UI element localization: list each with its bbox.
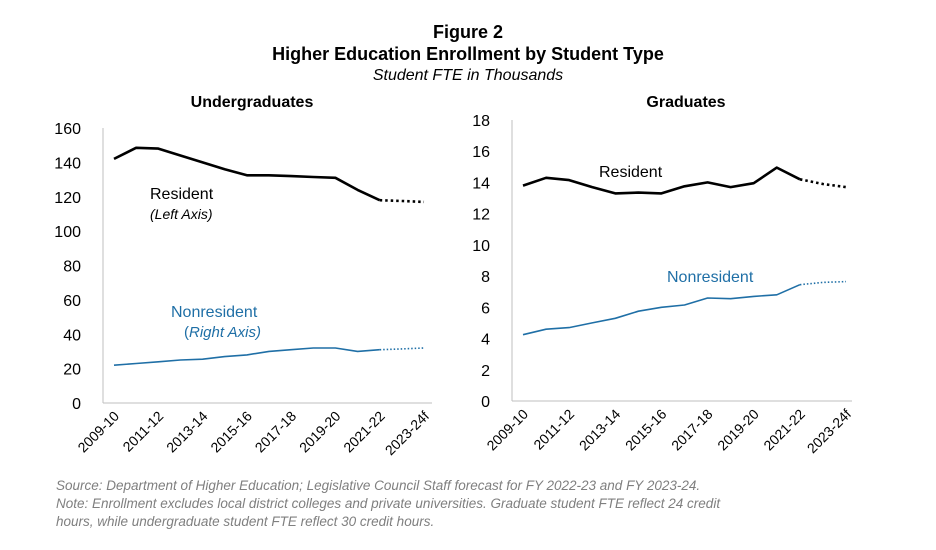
y-tick-label: 160: [54, 121, 81, 138]
x-tick-label: 2021-22: [760, 406, 808, 454]
x-tick-label: 2009-10: [483, 406, 531, 454]
forecast-line-nonresident: [379, 347, 425, 351]
y-tick-label: 120: [54, 190, 81, 207]
label-ug-nonresident: Nonresident: [171, 304, 258, 321]
chart-title-graduates: Graduates: [646, 94, 725, 111]
y-tick-label: 16: [472, 144, 490, 161]
x-tick-label: 2009-10: [74, 408, 122, 456]
y-tick-label: 80: [63, 259, 81, 276]
enrollment-note-line2: hours, while undergraduate student FTE r…: [56, 514, 434, 529]
y-tick-label: 0: [481, 394, 490, 411]
forecast-line-resident: [799, 178, 847, 189]
forecast-line-nonresident: [799, 280, 847, 286]
figure-subtitle: Student FTE in Thousands: [373, 67, 563, 84]
x-tick-label: 2013-14: [576, 406, 624, 454]
y-tick-label: 20: [63, 362, 81, 379]
forecast-line-resident: [379, 198, 425, 204]
x-tick-label: 2011-12: [119, 408, 166, 455]
y-tick-label: 140: [54, 155, 81, 172]
y-tick-label: 8: [481, 269, 490, 286]
series-line-nonresident: [522, 283, 801, 336]
series-line-resident: [113, 146, 381, 202]
label-ug-right-axis: (Right Axis): [184, 324, 261, 341]
y-tick-label: 60: [63, 293, 81, 310]
y-tick-label: 6: [481, 300, 490, 317]
x-tick-label: 2023-24f: [804, 406, 854, 456]
x-tick-label: 2011-12: [530, 406, 577, 453]
label-grad-resident: Resident: [599, 164, 663, 181]
source-note: Source: Department of Higher Education; …: [56, 478, 700, 493]
y-tick-label: 18: [472, 113, 490, 130]
label-ug-resident: Resident: [150, 186, 214, 203]
x-tick-label: 2015-16: [622, 406, 670, 454]
chart-title-undergraduates: Undergraduates: [191, 94, 314, 111]
series-line-nonresident: [113, 347, 380, 366]
x-tick-label: 2023-24f: [382, 408, 432, 458]
x-tick-label: 2019-20: [714, 406, 762, 454]
x-tick-label: 2019-20: [296, 408, 344, 456]
y-tick-label: 2: [481, 363, 490, 380]
label-grad-nonresident: Nonresident: [667, 269, 754, 286]
figure-title: Higher Education Enrollment by Student T…: [272, 44, 664, 64]
x-tick-label: 2021-22: [340, 408, 388, 456]
y-tick-label: 100: [54, 224, 81, 241]
series-line-resident: [522, 166, 801, 195]
figure-number: Figure 2: [433, 22, 503, 42]
label-ug-left-axis: (Left Axis): [150, 206, 213, 222]
y-tick-label: 0: [72, 396, 81, 413]
x-tick-label: 2017-18: [668, 406, 716, 454]
enrollment-note-line1: Note: Enrollment excludes local district…: [56, 496, 721, 511]
y-tick-label: 4: [481, 332, 490, 349]
y-tick-label: 10: [472, 238, 490, 255]
x-tick-label: 2013-14: [163, 408, 211, 456]
y-tick-label: 14: [472, 175, 490, 192]
x-tick-label: 2015-16: [207, 408, 255, 456]
y-tick-label: 40: [63, 327, 81, 344]
y-tick-label: 12: [472, 207, 490, 224]
x-tick-label: 2017-18: [252, 408, 300, 456]
